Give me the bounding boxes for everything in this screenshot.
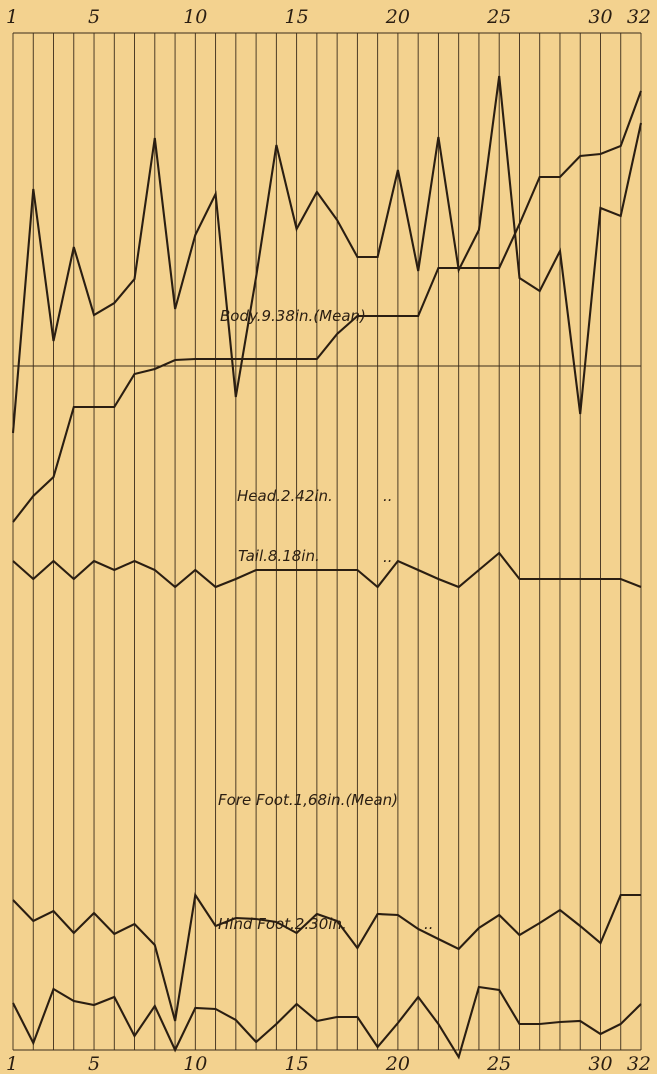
series-label-hind-foot-dots: .. [424,915,434,933]
grid [12,32,642,1051]
tick-label-top: 32 [627,6,651,28]
series-label-body: Body.9.38in.(Mean) [220,307,366,325]
tick-label-top: 10 [183,6,207,28]
series-label-head-dots: .. [383,487,393,505]
series-line-fore-foot [12,892,641,1022]
series-labels: Body.9.38in.(Mean) Head.2.42in. .. Tail.… [218,307,434,933]
series-label-tail: Tail.8.18in. [238,547,320,565]
tick-label-bottom: 10 [183,1053,207,1074]
tick-label-top: 5 [88,6,100,28]
series-group [11,75,643,1060]
series-label-head: Head.2.42in. [237,487,333,505]
tick-label-bottom: 15 [285,1053,309,1074]
tick-label-bottom: 5 [88,1053,100,1074]
series-line-body [12,90,642,523]
tick-label-bottom: 30 [588,1053,612,1074]
series-line-tail [11,75,643,434]
tick-label-top: 1 [6,6,18,28]
series-line-head [12,551,642,589]
series-label-hind-foot: Hind Foot.2.30in. [218,915,347,933]
tick-label-bottom: 1 [6,1053,18,1074]
series-line-hind-foot [12,985,642,1060]
series-label-tail-dots: .. [383,548,393,566]
series-label-fore-foot: Fore Foot.1,68in.(Mean) [218,791,398,809]
tick-label-bottom: 32 [627,1053,651,1074]
tick-label-top: 30 [588,6,612,28]
tick-label-top: 15 [285,6,309,28]
tick-label-top: 25 [486,6,511,28]
tick-label-bottom: 25 [486,1053,511,1074]
tick-label-bottom: 20 [385,1053,410,1074]
tick-label-top: 20 [385,6,410,28]
